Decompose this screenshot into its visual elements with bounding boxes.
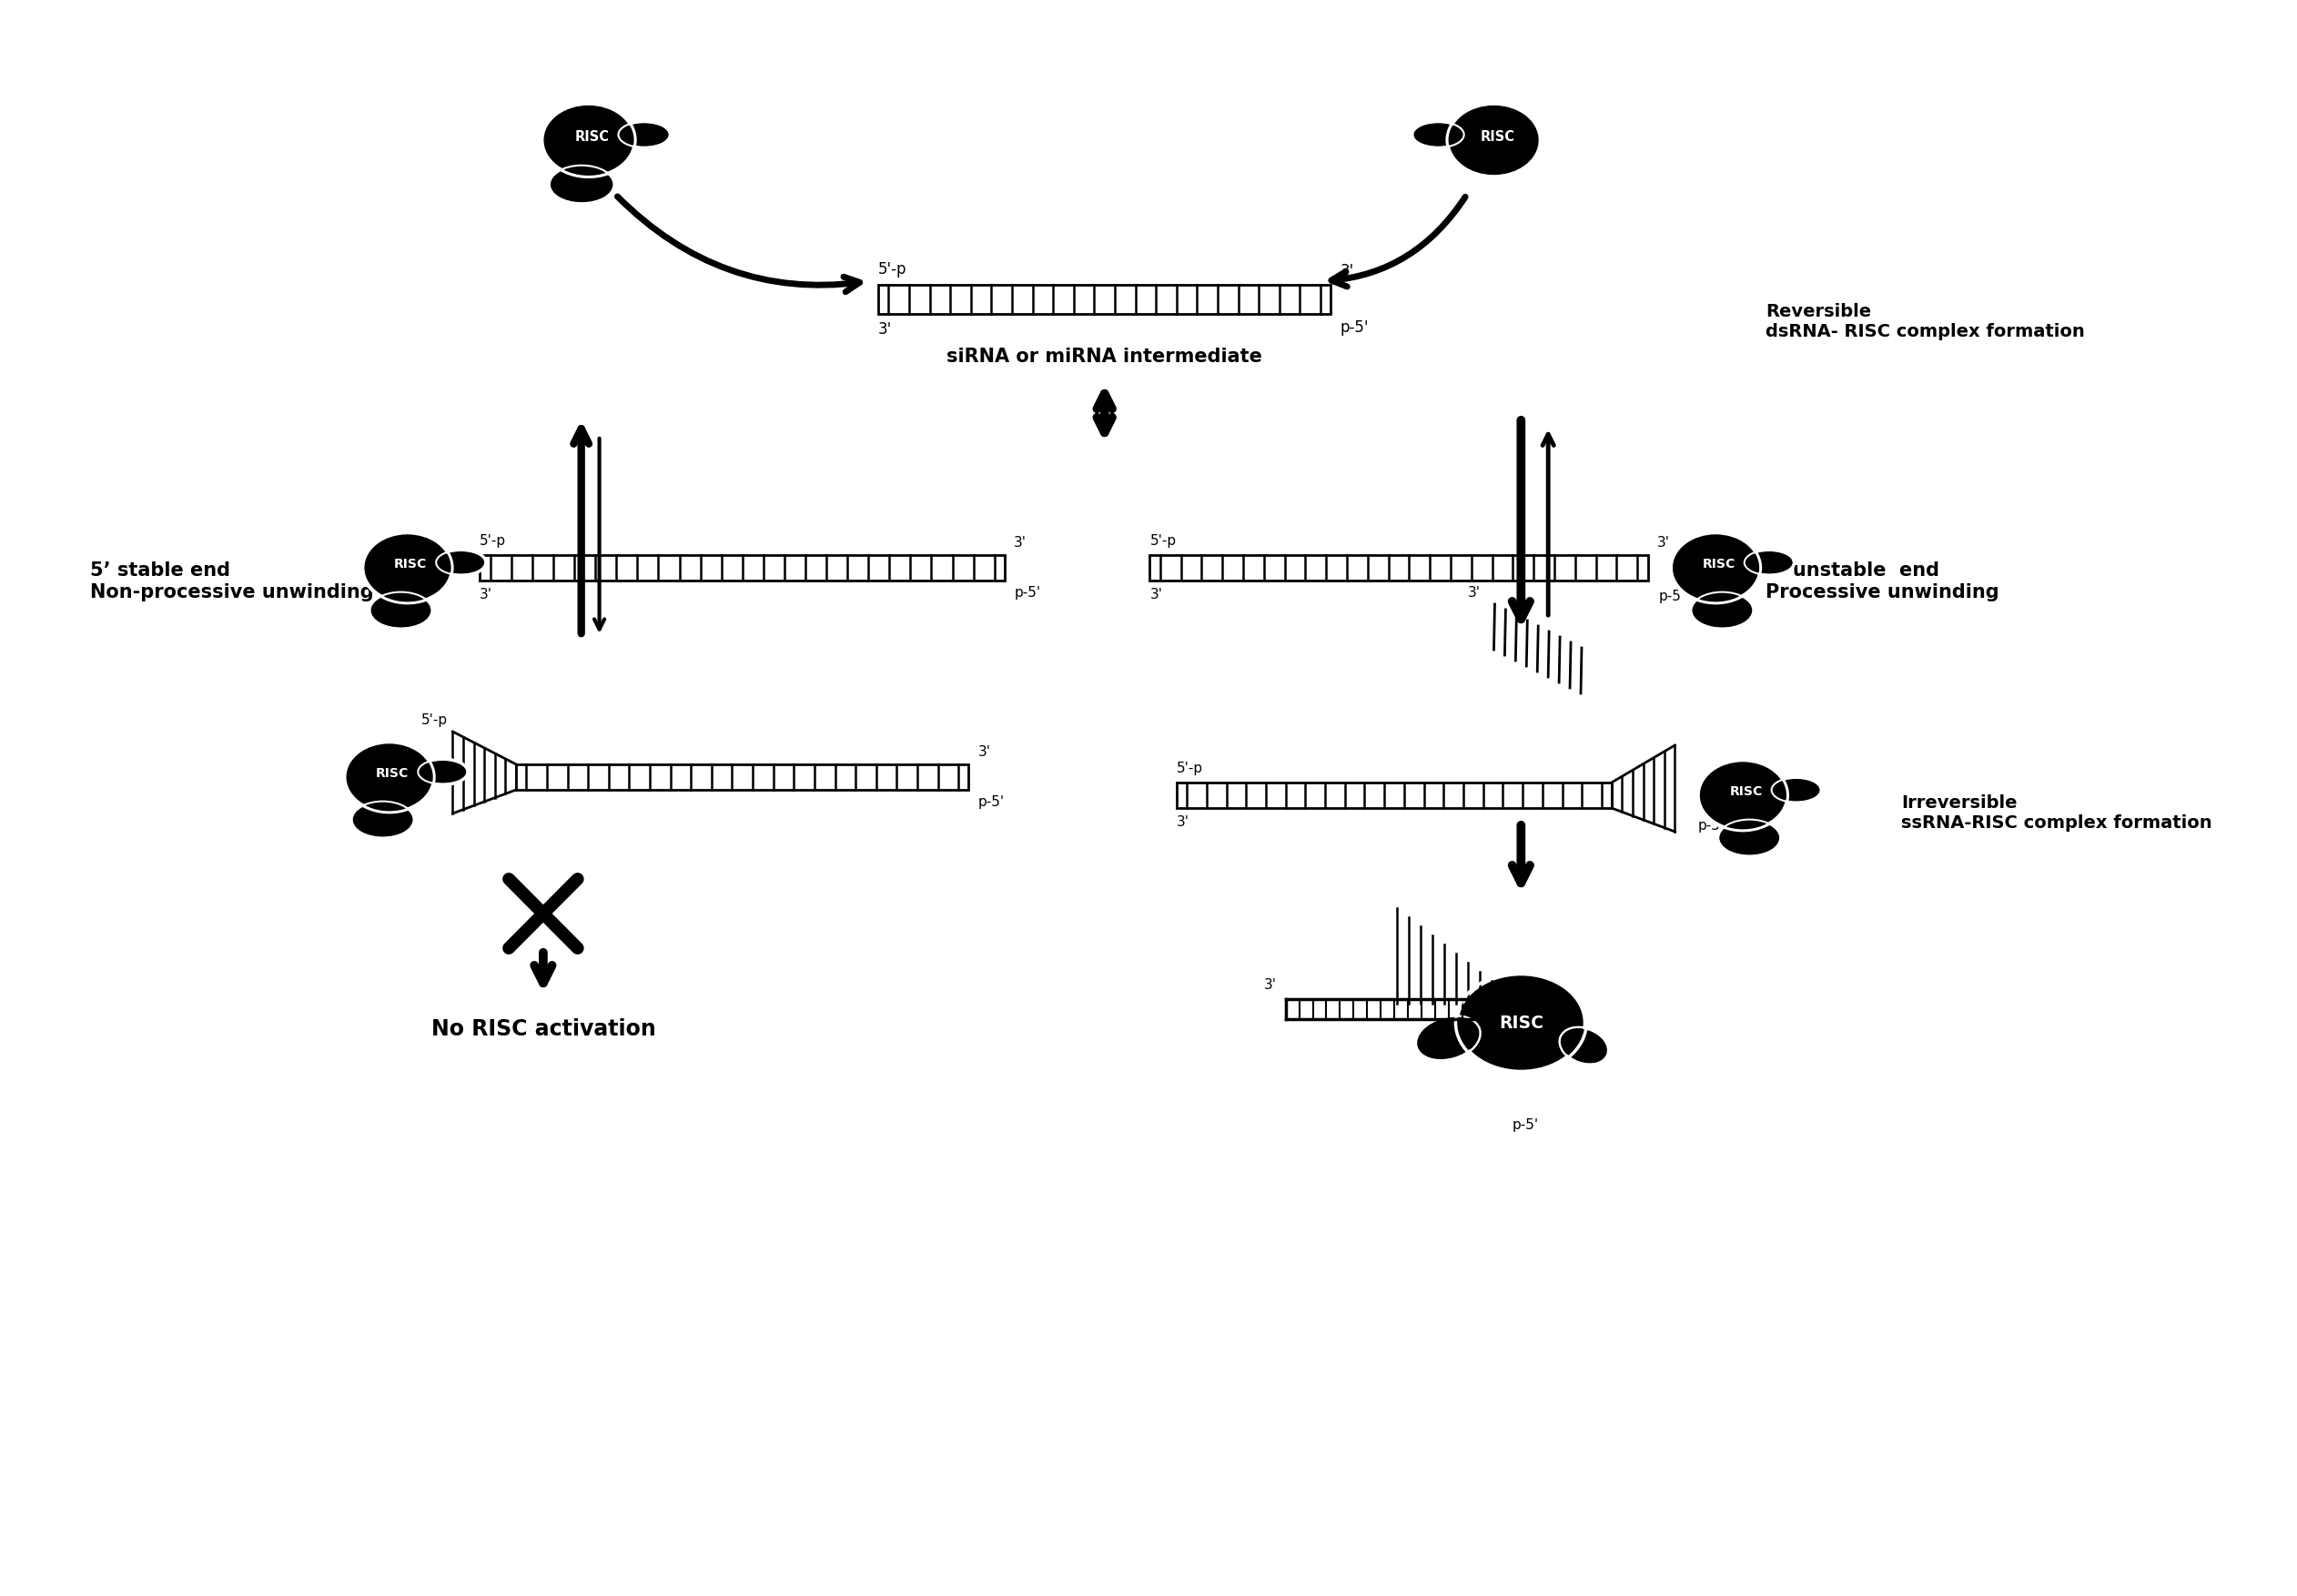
- Ellipse shape: [1771, 776, 1822, 804]
- Ellipse shape: [1557, 1026, 1610, 1066]
- Text: RISC: RISC: [574, 129, 609, 144]
- Text: siRNA or miRNA intermediate: siRNA or miRNA intermediate: [946, 348, 1263, 365]
- Text: RISC: RISC: [1730, 785, 1762, 798]
- Polygon shape: [480, 555, 1006, 581]
- Polygon shape: [877, 284, 1330, 314]
- Text: 3': 3': [1263, 978, 1277, 991]
- Ellipse shape: [551, 168, 613, 201]
- Ellipse shape: [1773, 779, 1819, 801]
- Text: 3': 3': [1176, 816, 1190, 828]
- Ellipse shape: [1415, 1013, 1482, 1063]
- Ellipse shape: [1672, 535, 1757, 600]
- Text: p-5': p-5': [1013, 586, 1041, 600]
- Text: 3': 3': [1151, 587, 1162, 602]
- Ellipse shape: [434, 549, 487, 576]
- Ellipse shape: [361, 531, 455, 605]
- Ellipse shape: [354, 803, 411, 836]
- Text: RISC: RISC: [395, 559, 427, 571]
- Polygon shape: [1176, 782, 1612, 808]
- Text: p-5': p-5': [1697, 819, 1725, 833]
- Ellipse shape: [1720, 822, 1778, 854]
- Text: 5'-p: 5'-p: [480, 535, 505, 547]
- Ellipse shape: [349, 800, 416, 839]
- Text: RISC: RISC: [377, 768, 409, 780]
- Text: p-5': p-5': [1511, 1119, 1539, 1132]
- Ellipse shape: [1454, 970, 1587, 1074]
- Text: 5’ unstable  end
Processive unwinding: 5’ unstable end Processive unwinding: [1766, 562, 1998, 602]
- Ellipse shape: [1700, 763, 1785, 828]
- Ellipse shape: [547, 164, 616, 204]
- Ellipse shape: [416, 758, 469, 785]
- Text: 5'-p: 5'-p: [423, 713, 448, 728]
- Text: 5'-p: 5'-p: [1176, 761, 1204, 776]
- Ellipse shape: [1697, 758, 1789, 832]
- Text: 3': 3': [1656, 536, 1670, 549]
- Text: RISC: RISC: [1702, 559, 1737, 571]
- Text: p-5': p-5': [1339, 319, 1369, 335]
- Text: p-5': p-5': [1658, 589, 1686, 603]
- Text: RISC: RISC: [1479, 129, 1514, 144]
- Ellipse shape: [1716, 819, 1782, 857]
- Ellipse shape: [439, 552, 485, 573]
- Text: 3': 3': [877, 321, 891, 338]
- Ellipse shape: [1562, 1029, 1606, 1063]
- Polygon shape: [1151, 555, 1647, 581]
- Text: 5'-p: 5'-p: [877, 262, 907, 278]
- Ellipse shape: [1746, 552, 1792, 573]
- Polygon shape: [517, 764, 969, 790]
- Ellipse shape: [420, 761, 466, 782]
- Ellipse shape: [368, 591, 434, 630]
- Text: p-5': p-5': [979, 795, 1004, 809]
- Text: Irreversible
ssRNA-RISC complex formation: Irreversible ssRNA-RISC complex formatio…: [1902, 795, 2212, 832]
- Ellipse shape: [372, 594, 430, 627]
- Ellipse shape: [618, 120, 671, 148]
- Ellipse shape: [540, 102, 636, 179]
- Text: 5’ stable end
Non-processive unwinding: 5’ stable end Non-processive unwinding: [90, 562, 374, 602]
- Ellipse shape: [1415, 124, 1461, 145]
- Ellipse shape: [1743, 549, 1796, 576]
- Text: RISC: RISC: [1498, 1013, 1544, 1031]
- Ellipse shape: [1459, 977, 1583, 1069]
- Text: Reversible
dsRNA- RISC complex formation: Reversible dsRNA- RISC complex formation: [1766, 303, 2086, 342]
- Ellipse shape: [342, 741, 436, 814]
- Ellipse shape: [1691, 591, 1755, 630]
- Text: 3': 3': [979, 745, 990, 758]
- Ellipse shape: [620, 124, 668, 145]
- Ellipse shape: [365, 535, 450, 600]
- Ellipse shape: [1445, 102, 1541, 179]
- Text: 3': 3': [1468, 586, 1479, 600]
- Ellipse shape: [1693, 594, 1753, 627]
- Ellipse shape: [347, 744, 432, 809]
- Text: 3': 3': [1339, 263, 1353, 279]
- Text: 5'-p: 5'-p: [1151, 535, 1176, 547]
- Text: 3': 3': [1013, 536, 1027, 549]
- Ellipse shape: [1410, 120, 1465, 148]
- Ellipse shape: [544, 105, 632, 174]
- Ellipse shape: [1449, 105, 1539, 174]
- Text: No RISC activation: No RISC activation: [432, 1018, 655, 1041]
- Ellipse shape: [1670, 531, 1762, 605]
- Text: 3': 3': [480, 587, 492, 602]
- Ellipse shape: [1417, 1018, 1477, 1058]
